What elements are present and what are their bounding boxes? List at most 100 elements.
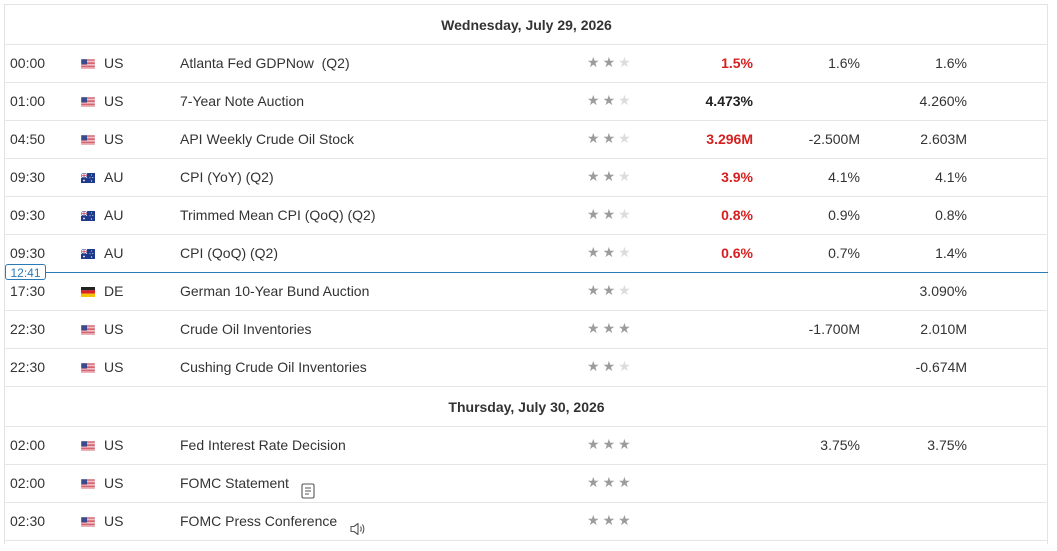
event-name-cell[interactable]: Fed Interest Rate Decision — [180, 427, 346, 464]
event-country: US — [104, 437, 124, 453]
event-country: AU — [104, 207, 124, 223]
event-country: AU — [104, 245, 124, 261]
actual-value: 0.6% — [721, 245, 753, 261]
star-empty-icon: ★ — [618, 359, 631, 375]
previous-value: 2.603M — [920, 131, 967, 147]
star-empty-icon: ★ — [618, 245, 631, 261]
importance-stars: ★ ★ ★ — [587, 311, 631, 348]
event-name-cell[interactable]: CPI (YoY) (Q2) — [180, 159, 274, 196]
event-name[interactable]: Fed Interest Rate Decision — [180, 437, 346, 453]
event-time: 04:50 — [10, 131, 46, 147]
event-name-cell[interactable]: FOMC Statement — [180, 465, 315, 502]
day-header: Thursday, July 30, 2026 — [5, 387, 1048, 427]
event-row[interactable]: 17:30 DE German 10-Year Bund Auction ★ ★ ★ 3.0… — [5, 273, 1048, 311]
star-filled-icon: ★ — [587, 169, 600, 185]
event-name[interactable]: FOMC Press Conference — [180, 513, 338, 529]
star-filled-icon: ★ — [587, 283, 600, 299]
event-row[interactable]: 00:00 US Atlanta Fed GDPNow (Q2) ★ ★ ★ 1.5% 1.6… — [5, 45, 1048, 83]
star-filled-icon: ★ — [618, 321, 631, 337]
event-row[interactable]: 22:30 US Cushing Crude Oil Inventories ★ ★ ★ -… — [5, 349, 1048, 387]
event-row[interactable]: 04:50 US API Weekly Crude Oil Stock ★ ★ ★ 3.29… — [5, 121, 1048, 159]
event-name[interactable]: German 10-Year Bund Auction — [180, 283, 370, 299]
event-country: US — [104, 475, 124, 491]
event-row[interactable]: 01:00 US 7-Year Note Auction ★ ★ ★ 4.473% 4.260… — [5, 83, 1048, 121]
event-name[interactable]: Trimmed Mean CPI (QoQ) (Q2) — [180, 207, 376, 223]
star-filled-icon: ★ — [618, 437, 631, 453]
event-name-cell[interactable]: Crude Oil Inventories — [180, 311, 312, 348]
event-row[interactable]: 02:00 US FOMC Statement ★ ★ ★ — [5, 465, 1048, 503]
event-time: 02:30 — [10, 513, 46, 529]
star-filled-icon: ★ — [587, 475, 600, 491]
us-flag — [81, 479, 95, 489]
au-flag — [81, 249, 95, 259]
de-flag — [81, 287, 95, 297]
star-filled-icon: ★ — [602, 283, 616, 299]
speaker-icon[interactable] — [349, 514, 365, 535]
event-time: 09:30 — [10, 245, 46, 261]
event-country: US — [104, 93, 124, 109]
importance-stars: ★ ★ ★ — [587, 235, 631, 272]
previous-value: 1.4% — [935, 245, 967, 261]
event-name-cell[interactable]: German 10-Year Bund Auction — [180, 273, 369, 310]
event-name-cell[interactable]: Cushing Crude Oil Inventories — [180, 349, 367, 386]
importance-stars: ★ ★ ★ — [587, 45, 631, 82]
us-flag — [81, 363, 95, 373]
event-name[interactable]: Crude Oil Inventories — [180, 321, 312, 337]
document-icon[interactable] — [301, 476, 315, 499]
importance-stars: ★ ★ ★ — [587, 427, 631, 464]
us-flag — [81, 59, 95, 69]
star-empty-icon: ★ — [618, 131, 631, 147]
event-time: 02:00 — [10, 475, 46, 491]
event-country: US — [104, 513, 124, 529]
forecast-value: -1.700M — [808, 321, 860, 337]
star-filled-icon: ★ — [602, 169, 616, 185]
event-row[interactable]: 09:30 AU CPI (YoY) (Q2) ★ ★ ★ 3.9% 4.1% 4.1% — [5, 159, 1048, 197]
event-name[interactable]: API Weekly Crude Oil Stock — [180, 131, 355, 147]
us-flag — [81, 517, 95, 527]
event-row[interactable]: 09:30 AU CPI (QoQ) (Q2) ★ ★ ★ 0.6% 0.7% 1.4% — [5, 235, 1048, 273]
event-name-cell[interactable]: FOMC Press Conference — [180, 503, 365, 540]
star-empty-icon: ★ — [618, 93, 631, 109]
event-time: 09:30 — [10, 207, 46, 223]
event-name[interactable]: CPI (YoY) (Q2) — [180, 169, 274, 185]
actual-value: 0.8% — [721, 207, 753, 223]
event-name-cell[interactable]: Atlanta Fed GDPNow (Q2) — [180, 45, 350, 82]
event-time: 00:00 — [10, 55, 46, 71]
event-name[interactable]: Cushing Crude Oil Inventories — [180, 359, 367, 375]
us-flag — [81, 97, 95, 107]
event-name-cell[interactable]: 7-Year Note Auction — [180, 83, 304, 120]
forecast-value: 0.9% — [828, 207, 860, 223]
star-filled-icon: ★ — [602, 131, 616, 147]
star-filled-icon: ★ — [587, 359, 600, 375]
event-row[interactable]: 09:30 AU Trimmed Mean CPI (QoQ) (Q2) ★ ★ ★ 0.8… — [5, 197, 1048, 235]
event-name[interactable]: FOMC Statement — [180, 475, 289, 491]
event-name-cell[interactable]: CPI (QoQ) (Q2) — [180, 235, 278, 272]
event-name[interactable]: 7-Year Note Auction — [180, 93, 305, 109]
star-filled-icon: ★ — [602, 321, 616, 337]
star-filled-icon: ★ — [587, 207, 600, 223]
us-flag — [81, 441, 95, 451]
forecast-value: 3.75% — [820, 437, 860, 453]
previous-value: 4.260% — [919, 93, 967, 109]
star-filled-icon: ★ — [618, 475, 631, 491]
event-row[interactable]: 22:30 US Crude Oil Inventories ★ ★ ★ -1.700M 2.… — [5, 311, 1048, 349]
star-filled-icon: ★ — [602, 93, 616, 109]
event-row[interactable]: 02:30 US FOMC Press Conference ★ ★ ★ — [5, 503, 1048, 541]
event-name-cell[interactable]: Trimmed Mean CPI (QoQ) (Q2) — [180, 197, 376, 234]
current-time-badge: 12:41 — [5, 264, 46, 280]
event-time: 22:30 — [10, 321, 46, 337]
au-flag — [81, 173, 95, 183]
previous-value: -0.674M — [915, 359, 967, 375]
event-name-cell[interactable]: API Weekly Crude Oil Stock — [180, 121, 354, 158]
day-header: Wednesday, July 29, 2026 — [5, 5, 1048, 45]
event-country: US — [104, 359, 124, 375]
star-filled-icon: ★ — [587, 437, 600, 453]
event-time: 09:30 — [10, 169, 46, 185]
event-row[interactable]: 02:00 US Fed Interest Rate Decision ★ ★ ★ 3.75… — [5, 427, 1048, 465]
event-name[interactable]: CPI (QoQ) (Q2) — [180, 245, 279, 261]
us-flag — [81, 135, 95, 145]
previous-value: 0.8% — [935, 207, 967, 223]
star-filled-icon: ★ — [602, 359, 616, 375]
event-name[interactable]: Atlanta Fed GDPNow (Q2) — [180, 55, 350, 71]
actual-value: 4.473% — [705, 93, 753, 109]
